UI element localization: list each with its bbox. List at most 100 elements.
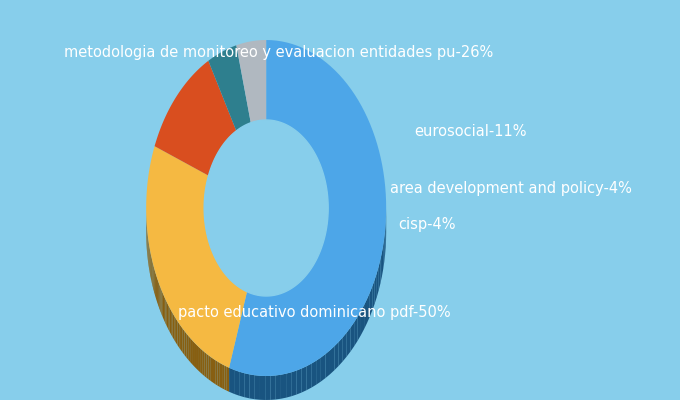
Polygon shape bbox=[173, 313, 174, 340]
Polygon shape bbox=[214, 256, 215, 281]
Text: cisp-4%: cisp-4% bbox=[398, 216, 456, 232]
Polygon shape bbox=[220, 363, 222, 388]
Polygon shape bbox=[380, 252, 382, 283]
Polygon shape bbox=[286, 372, 291, 398]
Polygon shape bbox=[266, 296, 269, 320]
Polygon shape bbox=[168, 305, 169, 332]
Polygon shape bbox=[240, 288, 241, 312]
Polygon shape bbox=[222, 364, 224, 390]
Polygon shape bbox=[271, 376, 275, 400]
Polygon shape bbox=[180, 324, 181, 350]
Polygon shape bbox=[316, 358, 321, 385]
Polygon shape bbox=[160, 287, 162, 314]
Polygon shape bbox=[177, 321, 180, 348]
Polygon shape bbox=[321, 246, 322, 273]
Polygon shape bbox=[291, 370, 296, 396]
Polygon shape bbox=[375, 273, 377, 304]
Polygon shape bbox=[229, 278, 230, 303]
Text: metodologia de monitoreo y evaluacion entidades pu-26%: metodologia de monitoreo y evaluacion en… bbox=[63, 44, 493, 60]
Polygon shape bbox=[186, 334, 188, 360]
Text: eurosocial-11%: eurosocial-11% bbox=[414, 124, 527, 140]
Polygon shape bbox=[227, 276, 228, 301]
Polygon shape bbox=[163, 293, 164, 320]
Polygon shape bbox=[364, 299, 367, 329]
Polygon shape bbox=[218, 362, 220, 387]
Polygon shape bbox=[237, 40, 266, 123]
Polygon shape bbox=[151, 255, 152, 282]
Polygon shape bbox=[313, 262, 315, 289]
Polygon shape bbox=[234, 370, 239, 396]
Polygon shape bbox=[326, 350, 330, 378]
Polygon shape bbox=[176, 319, 177, 345]
Polygon shape bbox=[224, 366, 226, 391]
Polygon shape bbox=[317, 256, 318, 283]
Polygon shape bbox=[226, 367, 229, 392]
Polygon shape bbox=[223, 271, 224, 296]
Polygon shape bbox=[247, 292, 250, 317]
Polygon shape bbox=[232, 282, 233, 306]
Polygon shape bbox=[379, 259, 380, 290]
Polygon shape bbox=[308, 270, 310, 297]
Text: area development and policy-4%: area development and policy-4% bbox=[390, 180, 632, 196]
Polygon shape bbox=[169, 308, 171, 334]
Polygon shape bbox=[279, 293, 282, 318]
Polygon shape bbox=[323, 238, 324, 266]
Polygon shape bbox=[296, 368, 301, 394]
Polygon shape bbox=[221, 269, 222, 294]
Polygon shape bbox=[154, 61, 237, 176]
Polygon shape bbox=[237, 286, 239, 311]
Polygon shape bbox=[322, 242, 323, 270]
Polygon shape bbox=[204, 352, 207, 378]
Polygon shape bbox=[311, 361, 316, 388]
Polygon shape bbox=[287, 290, 290, 315]
Polygon shape bbox=[315, 259, 317, 286]
Polygon shape bbox=[184, 331, 186, 358]
Polygon shape bbox=[252, 294, 255, 318]
Polygon shape bbox=[306, 273, 308, 300]
Polygon shape bbox=[153, 265, 154, 292]
Polygon shape bbox=[162, 290, 163, 317]
Polygon shape bbox=[231, 280, 232, 306]
Polygon shape bbox=[310, 268, 311, 294]
Polygon shape bbox=[265, 376, 271, 400]
Polygon shape bbox=[245, 291, 247, 316]
Polygon shape bbox=[181, 326, 183, 353]
Polygon shape bbox=[277, 294, 279, 319]
Polygon shape bbox=[282, 292, 284, 317]
Polygon shape bbox=[311, 265, 313, 292]
Polygon shape bbox=[213, 359, 216, 384]
Polygon shape bbox=[218, 263, 219, 288]
Polygon shape bbox=[307, 364, 311, 390]
Polygon shape bbox=[284, 291, 287, 316]
Polygon shape bbox=[211, 357, 213, 383]
Polygon shape bbox=[234, 284, 235, 308]
Polygon shape bbox=[226, 275, 227, 300]
Polygon shape bbox=[192, 340, 194, 366]
Polygon shape bbox=[269, 296, 271, 320]
Polygon shape bbox=[350, 322, 354, 352]
Polygon shape bbox=[174, 316, 176, 343]
Polygon shape bbox=[384, 231, 385, 262]
Polygon shape bbox=[164, 296, 165, 323]
Polygon shape bbox=[255, 375, 260, 400]
Polygon shape bbox=[235, 284, 237, 309]
Polygon shape bbox=[216, 260, 217, 286]
Polygon shape bbox=[325, 231, 326, 259]
Polygon shape bbox=[263, 296, 266, 320]
Text: pacto educativo dominicano pdf-50%: pacto educativo dominicano pdf-50% bbox=[178, 304, 451, 320]
Polygon shape bbox=[167, 302, 168, 329]
Polygon shape bbox=[215, 257, 216, 283]
Polygon shape bbox=[301, 278, 303, 304]
Polygon shape bbox=[260, 296, 263, 320]
Polygon shape bbox=[324, 235, 325, 262]
Polygon shape bbox=[228, 277, 229, 302]
Polygon shape bbox=[216, 360, 218, 386]
Polygon shape bbox=[361, 305, 364, 335]
Polygon shape bbox=[321, 354, 326, 382]
Polygon shape bbox=[159, 284, 160, 311]
Polygon shape bbox=[209, 356, 211, 381]
Polygon shape bbox=[382, 245, 384, 276]
Polygon shape bbox=[156, 275, 157, 302]
Polygon shape bbox=[155, 272, 156, 299]
Polygon shape bbox=[157, 278, 158, 305]
